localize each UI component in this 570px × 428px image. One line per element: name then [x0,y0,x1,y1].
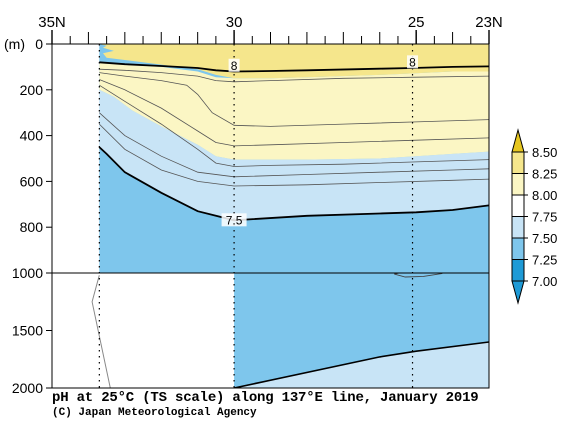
colorbar-label-3: 7.75 [532,210,557,225]
y-tick-label-zero: 0 [35,36,43,52]
region-deep-7.50-7.75 [234,342,489,388]
contour-line-7.50-deep [233,341,489,388]
colorbar-bottom-triangle [511,280,525,305]
colorbar-segment-3 [511,216,525,239]
y-tick-label-3: 600 [20,173,44,189]
x-tick-label-0: 35N [38,14,66,31]
colorbar-label-5: 7.25 [532,253,557,268]
colorbar-top-triangle [511,128,525,153]
colorbar-label-0: 8.50 [532,145,557,160]
colorbar-label-4: 7.50 [532,231,557,246]
colorbar-label-2: 8.00 [532,188,557,203]
region-7.50-7.75 [99,89,489,221]
bottom-topography-line [91,275,111,389]
region-7.75-8.00 [99,62,489,160]
colorbar-segment-1 [511,173,525,196]
contour-line-interior-1 [99,72,489,127]
contour-line-interior-5 [99,123,489,187]
colorbar-segment-5 [511,259,525,282]
contour-label-1: 8 [409,55,416,69]
x-tick-label-1: 30 [226,14,243,31]
contour-line-interior-3 [99,84,489,167]
region-above-8.00 [99,44,489,79]
contour-line-8.00 [99,61,489,73]
contour-line-interior-0 [99,68,489,83]
contour-line-interior-2 [99,79,489,147]
x-tick-label-2: 25 [408,14,425,31]
contour-closed-7.50 [394,273,444,278]
contour-label-bg-2 [221,213,247,227]
contour-label-0: 8 [231,59,238,73]
colorbar-segment-2 [511,194,525,217]
contour-label-2: 7.5 [226,213,243,227]
chart-caption: pH at 25°C (TS scale) along 137°E line, … [52,390,479,406]
colorbar-label-6: 7.00 [532,274,557,289]
colorbar-segment-4 [511,237,525,260]
contour-label-bg-0 [228,58,240,72]
colorbar-label-1: 8.25 [532,167,557,182]
y-tick-label-6: 1500 [12,323,43,339]
no-data-lower [52,273,235,388]
colorbar-segment-0 [511,151,525,174]
y-tick-label-5: 1000 [12,265,43,281]
x-tick-label-3: 23N [475,14,503,31]
y-tick-label-1: 200 [20,82,44,98]
y-tick-label-4: 800 [20,219,44,235]
no-data-upper [52,44,100,273]
contour-label-bg-1 [407,55,419,69]
chart-credit: (C) Japan Meteorological Agency [52,407,257,419]
y-tick-label-7: 2000 [12,380,43,396]
y-tick-label-2: 400 [20,128,44,144]
y-unit-label: (m) [4,36,25,52]
